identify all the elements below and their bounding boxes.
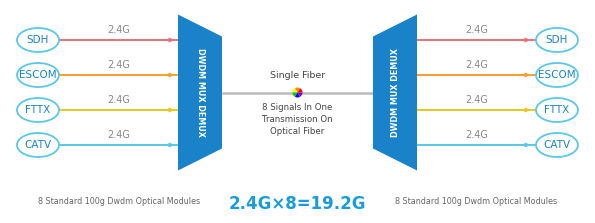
Wedge shape <box>295 93 300 97</box>
Text: SDH: SDH <box>27 35 49 45</box>
Text: 8 Signals In One
Transmission On
Optical Fiber: 8 Signals In One Transmission On Optical… <box>262 103 333 136</box>
Ellipse shape <box>17 98 59 122</box>
Text: 2.4G: 2.4G <box>465 60 488 70</box>
Text: 2.4G: 2.4G <box>107 95 130 105</box>
Text: ESCOM: ESCOM <box>538 70 576 80</box>
Text: SDH: SDH <box>546 35 568 45</box>
Wedge shape <box>293 93 298 97</box>
Text: 2.4G: 2.4G <box>107 60 130 70</box>
Text: DWDM MUX DEMUX: DWDM MUX DEMUX <box>196 48 205 137</box>
Ellipse shape <box>17 28 59 52</box>
Wedge shape <box>298 93 302 97</box>
Ellipse shape <box>536 28 578 52</box>
Text: Single Fiber: Single Fiber <box>270 72 325 81</box>
Polygon shape <box>178 14 222 171</box>
Text: 8 Standard 100g Dwdm Optical Modules: 8 Standard 100g Dwdm Optical Modules <box>38 196 200 206</box>
Text: 2.4G: 2.4G <box>107 130 130 140</box>
Polygon shape <box>373 14 417 171</box>
Wedge shape <box>295 87 300 93</box>
Wedge shape <box>293 88 298 93</box>
Ellipse shape <box>536 133 578 157</box>
Ellipse shape <box>17 63 59 87</box>
Text: 2.4G: 2.4G <box>465 95 488 105</box>
Text: ESCOM: ESCOM <box>19 70 57 80</box>
Text: DWDM MUX DEMUX: DWDM MUX DEMUX <box>390 48 399 137</box>
Text: 2.4G×8=19.2G: 2.4G×8=19.2G <box>228 195 367 213</box>
Text: FTTX: FTTX <box>544 105 569 115</box>
Ellipse shape <box>536 98 578 122</box>
Ellipse shape <box>536 63 578 87</box>
Wedge shape <box>298 88 302 93</box>
Text: CATV: CATV <box>543 140 571 150</box>
Text: 2.4G: 2.4G <box>107 25 130 35</box>
Text: 8 Standard 100g Dwdm Optical Modules: 8 Standard 100g Dwdm Optical Modules <box>395 196 557 206</box>
Text: 2.4G: 2.4G <box>465 25 488 35</box>
Text: CATV: CATV <box>24 140 52 150</box>
Text: 2.4G: 2.4G <box>465 130 488 140</box>
Ellipse shape <box>17 133 59 157</box>
Text: FTTX: FTTX <box>26 105 51 115</box>
